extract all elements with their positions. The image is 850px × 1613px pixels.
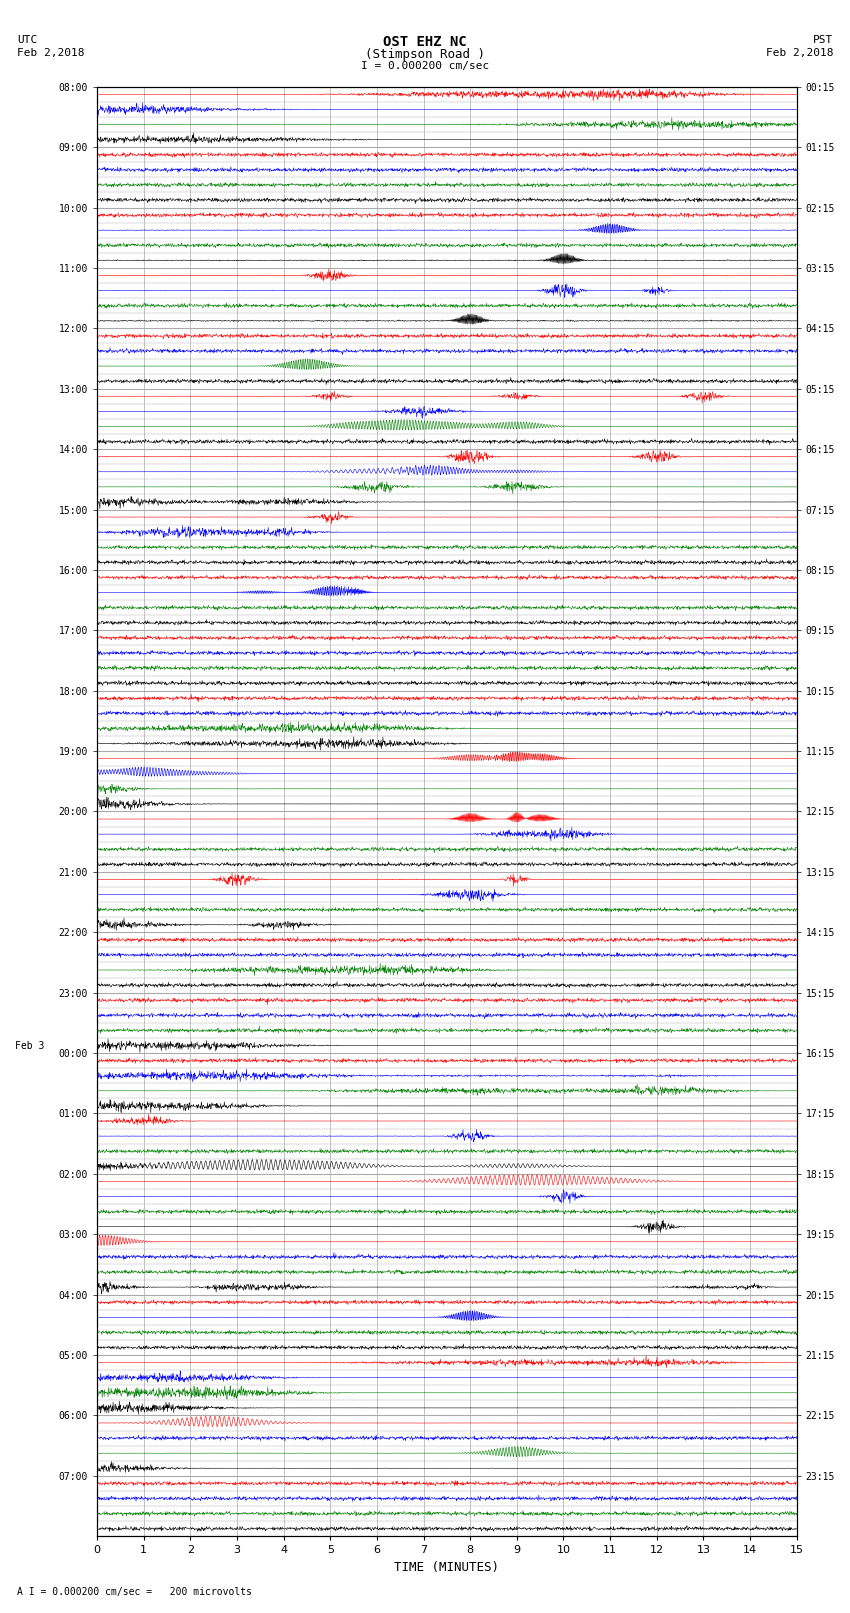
Text: PST: PST [813, 35, 833, 45]
Text: Feb 3: Feb 3 [15, 1040, 44, 1050]
Text: (Stimpson Road ): (Stimpson Road ) [365, 48, 485, 61]
Text: OST EHZ NC: OST EHZ NC [383, 35, 467, 50]
Text: Feb 2,2018: Feb 2,2018 [766, 48, 833, 58]
Text: UTC: UTC [17, 35, 37, 45]
Text: A I = 0.000200 cm/sec =   200 microvolts: A I = 0.000200 cm/sec = 200 microvolts [17, 1587, 252, 1597]
Text: I = 0.000200 cm/sec: I = 0.000200 cm/sec [361, 61, 489, 71]
X-axis label: TIME (MINUTES): TIME (MINUTES) [394, 1561, 499, 1574]
Text: Feb 2,2018: Feb 2,2018 [17, 48, 84, 58]
